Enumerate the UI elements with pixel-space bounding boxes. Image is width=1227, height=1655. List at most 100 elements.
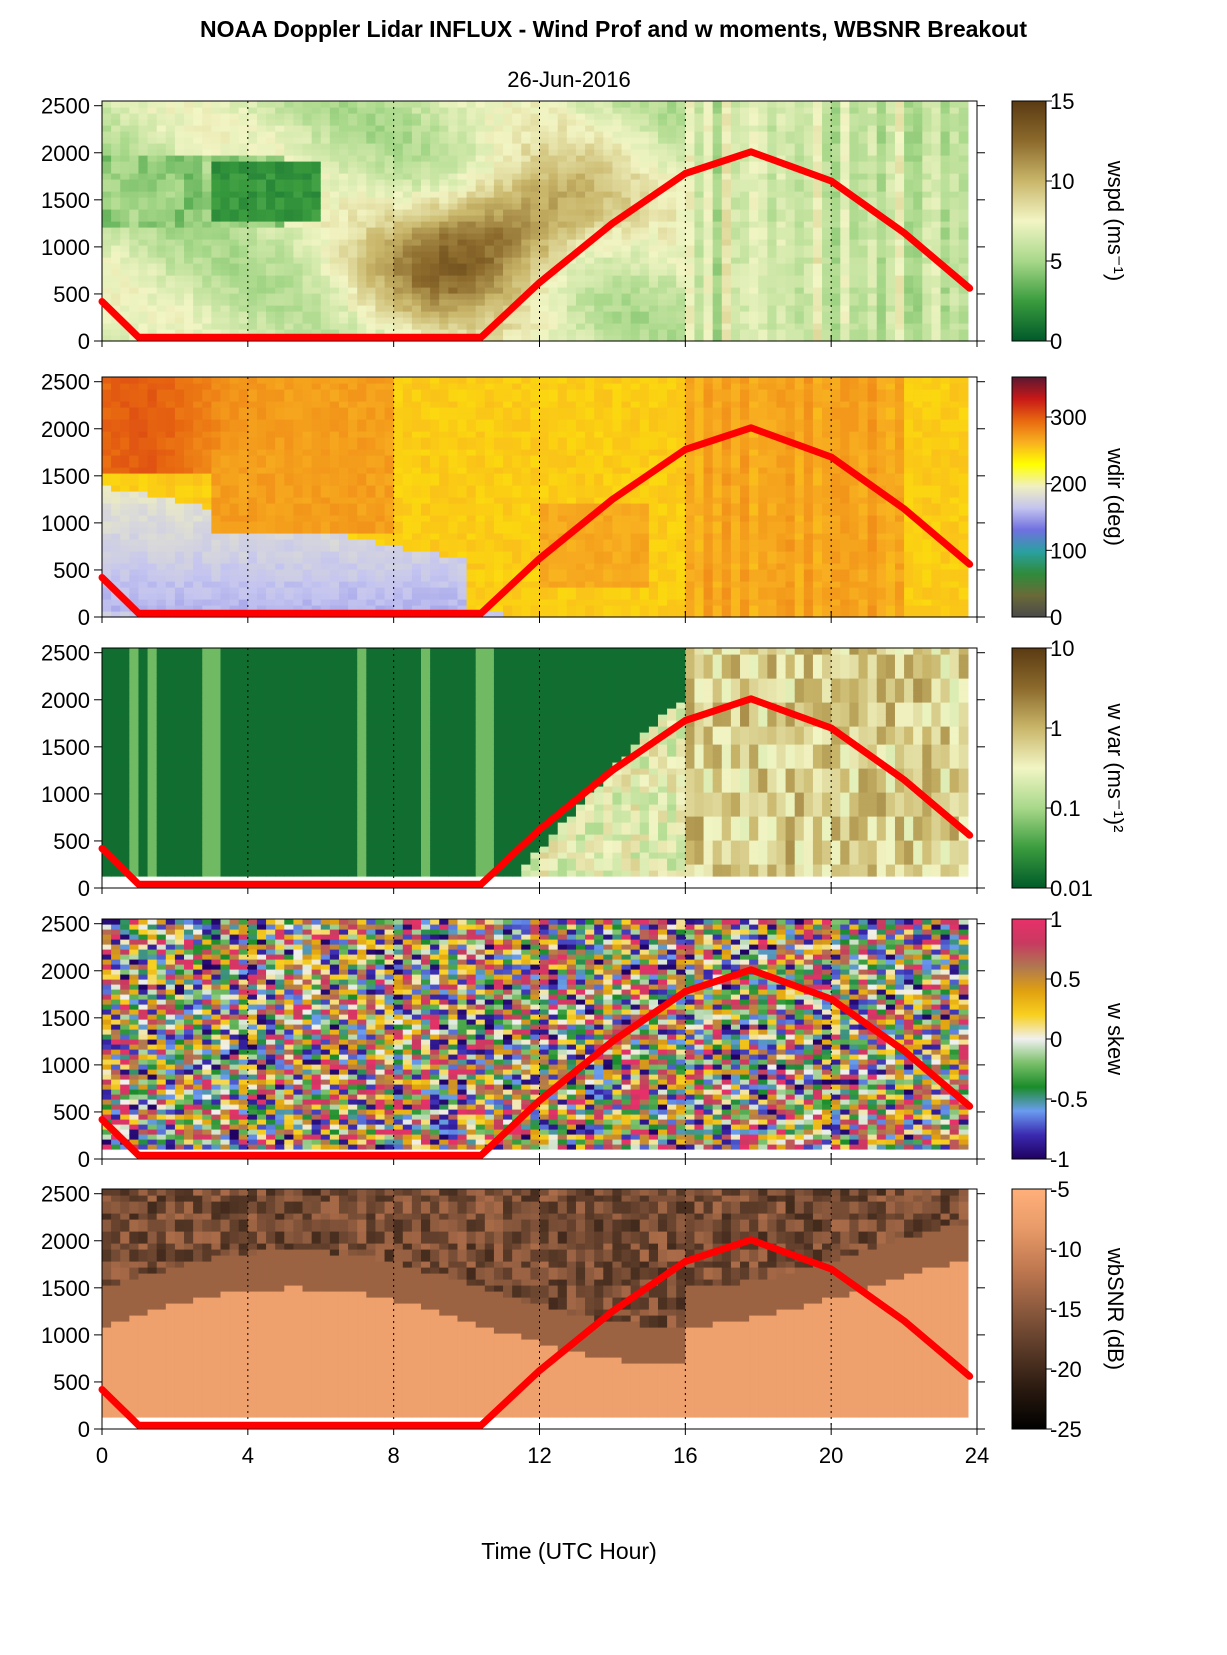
heatmap-cell <box>940 275 951 282</box>
heatmap-cell <box>740 299 750 306</box>
heatmap-cell <box>320 401 331 408</box>
heatmap-cell <box>120 191 130 198</box>
heatmap-cell <box>849 251 860 258</box>
heatmap-cell <box>402 215 413 222</box>
heatmap-cell <box>193 185 203 192</box>
heatmap-cell <box>174 185 185 192</box>
heatmap-cell <box>484 137 495 144</box>
heatmap-cell <box>129 425 140 432</box>
heatmap-cell <box>338 599 349 606</box>
heatmap-cell <box>238 269 249 276</box>
heatmap-cell <box>648 125 659 132</box>
heatmap-cell <box>503 239 513 246</box>
heatmap-cell <box>402 197 413 204</box>
heatmap-cell <box>548 131 559 138</box>
heatmap-cell <box>256 473 267 480</box>
heatmap-cell <box>220 473 231 480</box>
heatmap-cell <box>603 131 614 138</box>
heatmap-cell <box>466 137 477 144</box>
heatmap-cell <box>229 119 240 126</box>
heatmap-cell <box>466 245 477 252</box>
heatmap-cell <box>366 251 377 258</box>
heatmap-cell <box>439 101 449 108</box>
heatmap-cell <box>184 419 194 426</box>
heatmap-cell <box>539 149 550 156</box>
heatmap-cell <box>721 335 732 342</box>
heatmap-cell <box>530 155 541 162</box>
heatmap-cell <box>174 599 185 606</box>
heatmap-cell <box>867 317 878 324</box>
heatmap-cell <box>776 281 787 288</box>
heatmap-cell <box>338 155 349 162</box>
heatmap-cell <box>430 203 440 210</box>
heatmap-cell <box>822 323 832 330</box>
heatmap-cell <box>229 167 240 174</box>
heatmap-cell <box>712 113 723 120</box>
heatmap-cell <box>612 263 623 270</box>
heatmap-cell <box>211 119 222 126</box>
heatmap-cell <box>904 131 914 138</box>
heatmap-cell <box>293 575 304 582</box>
heatmap-cell <box>676 275 686 282</box>
heatmap-cell <box>740 203 750 210</box>
heatmap-cell <box>530 119 541 126</box>
heatmap-cell <box>849 239 860 246</box>
colorbar-tick-label: 10 <box>1050 169 1074 194</box>
heatmap-cell <box>594 119 604 126</box>
heatmap-cell <box>174 383 185 390</box>
heatmap-cell <box>293 245 304 252</box>
heatmap-cell <box>803 317 814 324</box>
heatmap-cell <box>220 593 231 600</box>
heatmap-cell <box>138 389 149 396</box>
heatmap-cell <box>138 209 149 216</box>
heatmap-cell <box>803 137 814 144</box>
heatmap-cell <box>293 191 304 198</box>
heatmap-cell <box>958 329 969 336</box>
heatmap-cell <box>120 605 130 612</box>
heatmap-cell <box>730 167 741 174</box>
heatmap-cell <box>521 203 531 210</box>
heatmap-cell <box>238 455 249 462</box>
heatmap-cell <box>238 119 249 126</box>
heatmap-cell <box>329 329 340 336</box>
heatmap-cell <box>138 113 149 120</box>
heatmap-cell <box>357 173 367 180</box>
heatmap-cell <box>184 395 194 402</box>
heatmap-cell <box>849 227 860 234</box>
heatmap-cell <box>184 149 194 156</box>
heatmap-cell <box>503 281 513 288</box>
heatmap-cell <box>320 221 331 228</box>
heatmap-cell <box>721 317 732 324</box>
heatmap-cell <box>293 551 304 558</box>
heatmap-cell <box>184 113 194 120</box>
heatmap-cell <box>612 275 623 282</box>
heatmap-cell <box>320 293 331 300</box>
heatmap-cell <box>338 179 349 186</box>
heatmap-cell <box>867 305 878 312</box>
heatmap-cell <box>566 335 577 342</box>
heatmap-cell <box>466 167 477 174</box>
heatmap-cell <box>894 185 905 192</box>
heatmap-cell <box>184 437 194 444</box>
heatmap-cell <box>375 221 386 228</box>
heatmap-cell <box>421 119 431 126</box>
heatmap-cell <box>539 323 550 330</box>
heatmap-cell <box>229 413 240 420</box>
heatmap-cell <box>566 149 577 156</box>
heatmap-cell <box>712 149 723 156</box>
heatmap-cell <box>876 203 887 210</box>
heatmap-cell <box>147 413 158 420</box>
heatmap-cell <box>812 215 823 222</box>
heatmap-cell <box>202 527 212 534</box>
heatmap-cell <box>220 305 231 312</box>
heatmap-cell <box>767 239 778 246</box>
heatmap-cell <box>493 269 504 276</box>
heatmap-cell <box>657 293 668 300</box>
heatmap-cell <box>949 149 960 156</box>
heatmap-cell <box>366 221 377 228</box>
heatmap-cell <box>193 413 203 420</box>
heatmap-cell <box>366 323 377 330</box>
heatmap-cell <box>302 149 313 156</box>
heatmap-cell <box>193 269 203 276</box>
heatmap-cell <box>184 329 194 336</box>
